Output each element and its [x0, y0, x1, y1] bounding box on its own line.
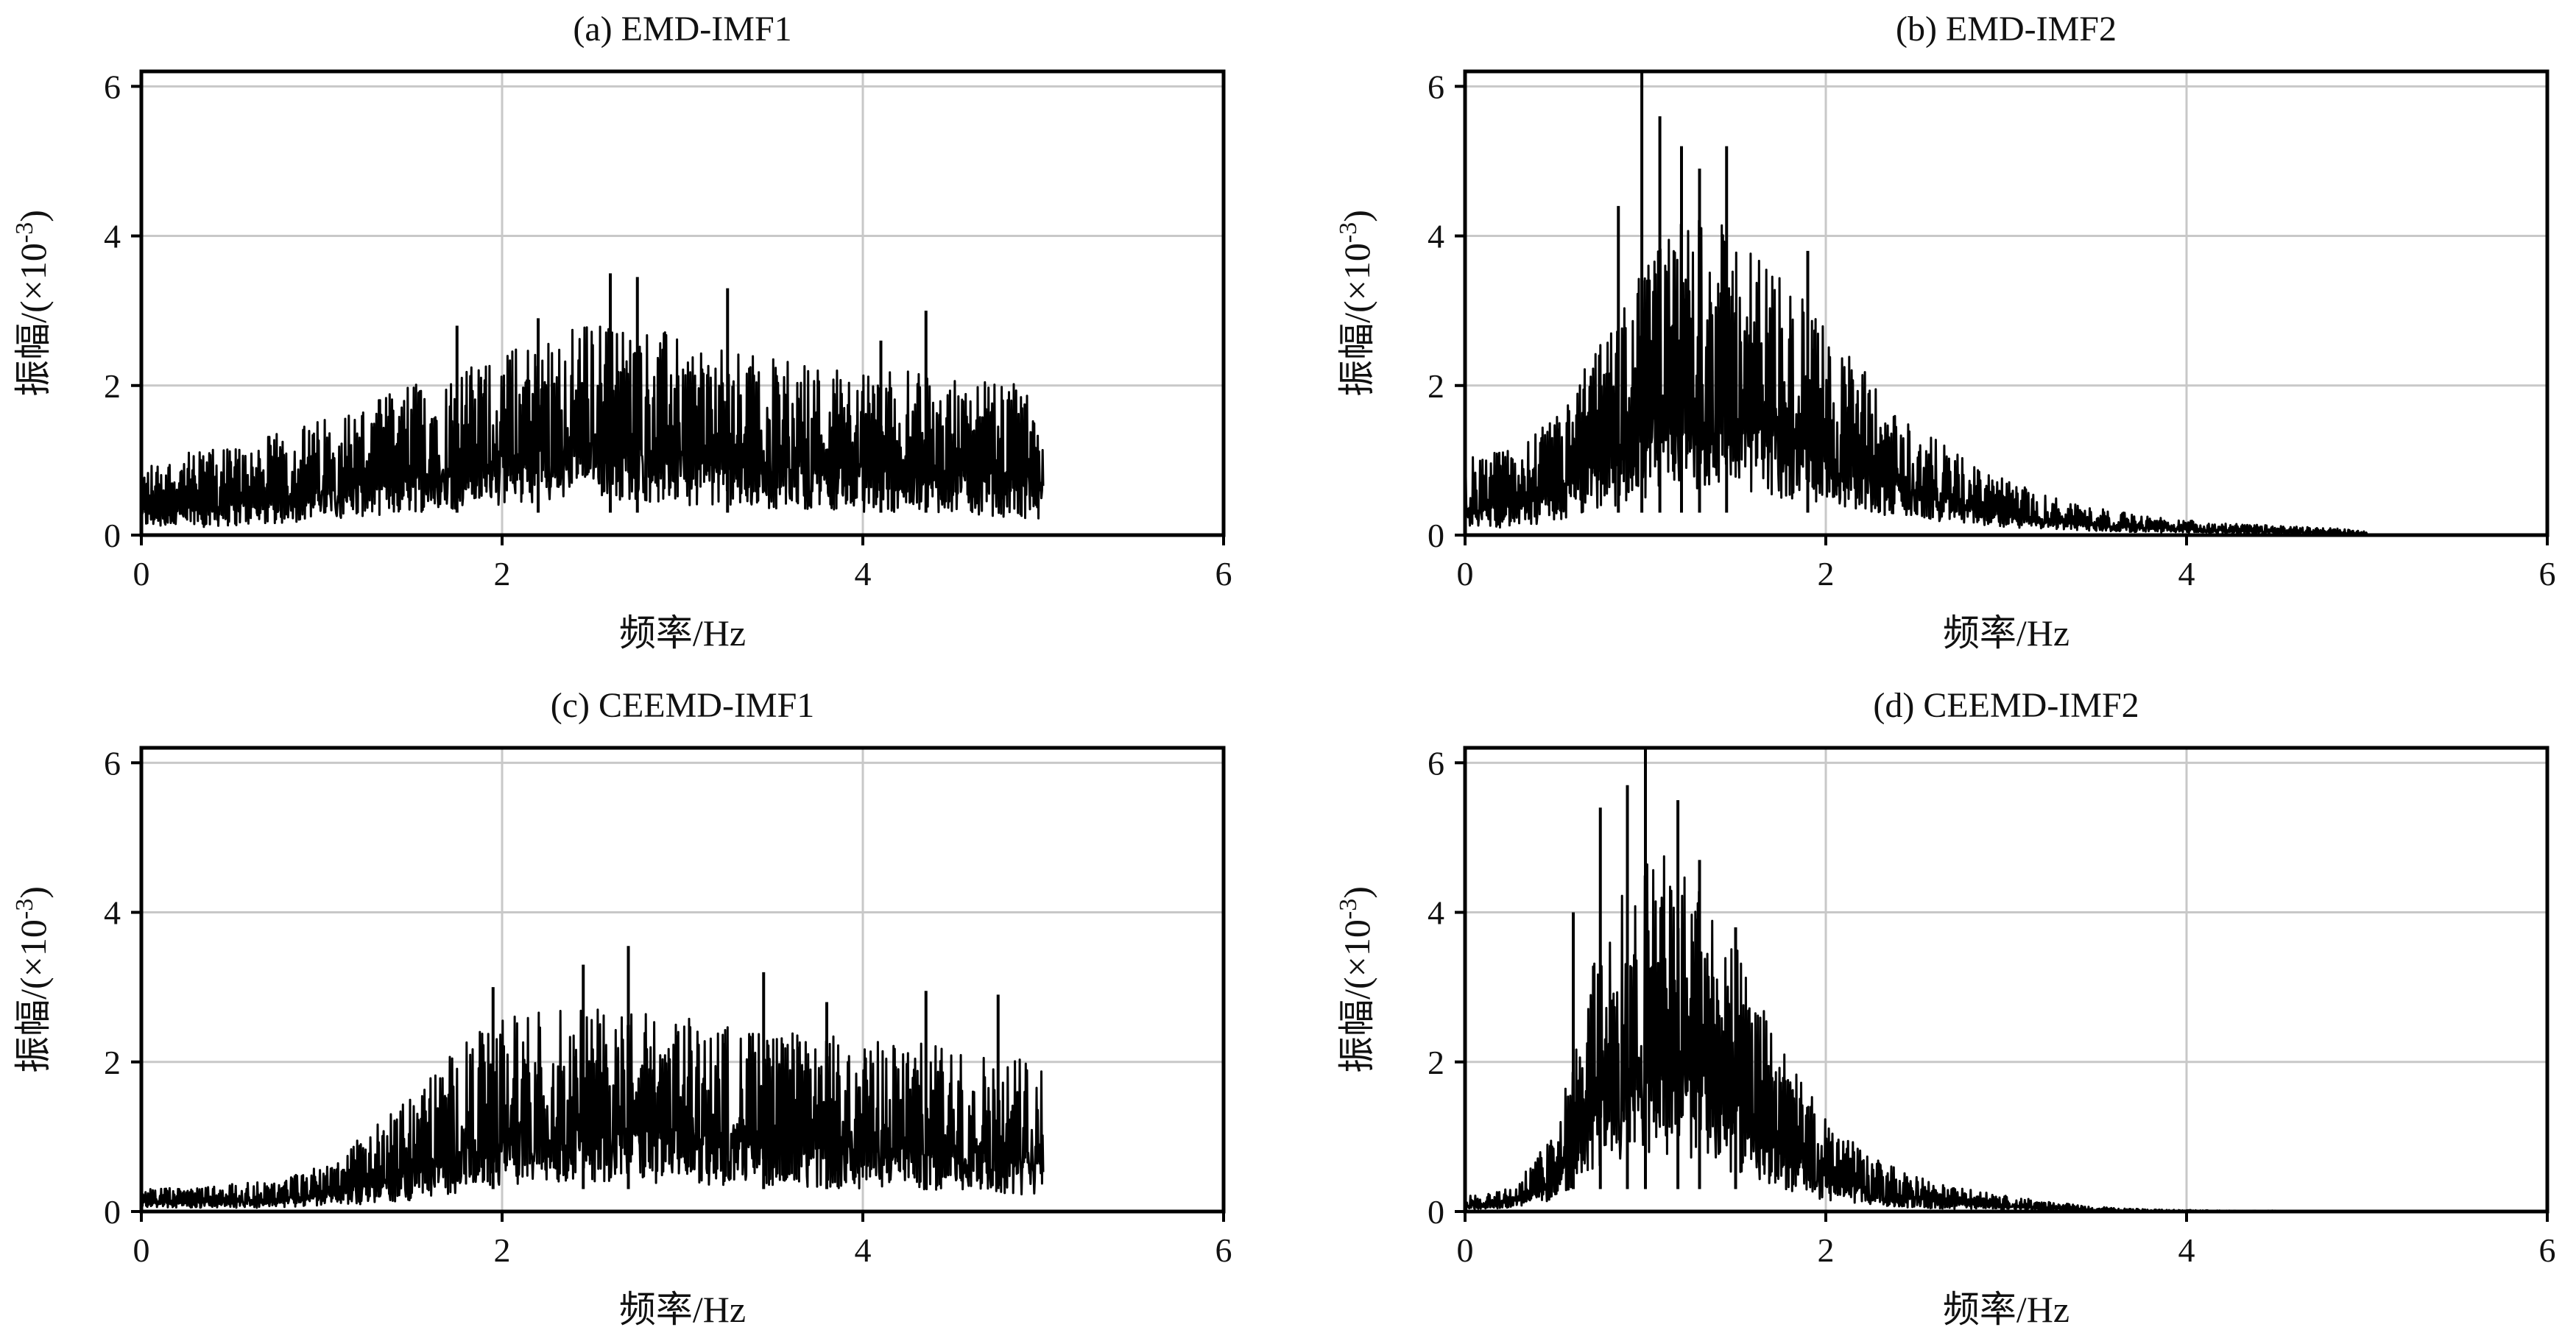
x-axis-label: 频率/Hz	[1943, 1289, 2069, 1330]
y-tick-label: 2	[104, 367, 121, 405]
x-tick-label: 0	[133, 555, 150, 593]
x-tick-label: 4	[2178, 555, 2195, 593]
chart-title: (c) CEEMD-IMF1	[551, 686, 815, 725]
plot-frame	[1463, 746, 2549, 1214]
x-axis-label: 频率/Hz	[1943, 612, 2069, 654]
y-tick-label: 2	[104, 1044, 121, 1081]
panel-d: 0 2 4 6 0 2 4 6 (d) CEEMD-IMF2 频率/Hz 振幅/(×10-3)	[1335, 686, 2556, 1330]
y-axis-label-close: )	[13, 886, 54, 899]
series-line	[140, 1008, 1045, 1209]
y-tick-label: 4	[104, 218, 121, 255]
y-axis-label-main: 振幅/(×10	[13, 243, 54, 397]
y-tick-label: 4	[1428, 218, 1444, 255]
plot-frame	[139, 746, 1226, 1214]
x-axis-label: 频率/Hz	[619, 1289, 746, 1330]
y-axis-label-main: 振幅/(×10	[1336, 243, 1377, 397]
chart-title: (b) EMD-IMF2	[1896, 10, 2117, 49]
x-tick-label: 2	[1818, 555, 1835, 593]
y-axis-label-exponent: -3	[11, 899, 38, 919]
y-tick-label: 0	[1428, 1193, 1444, 1231]
panel-b: 0 2 4 6 0 2 4 6 (b) EMD-IMF2 频率/Hz 振幅/(×10-3)	[1335, 10, 2556, 654]
x-tick-label: 0	[1457, 1231, 1474, 1269]
y-tick-label: 2	[1428, 1044, 1444, 1081]
y-axis-label-exponent: -3	[1335, 222, 1362, 243]
x-tick-label: 4	[2178, 1231, 2195, 1269]
x-tick-label: 4	[855, 1231, 872, 1269]
y-axis-label: 振幅/(×10-3)	[1335, 210, 1377, 397]
chart-title: (a) EMD-IMF1	[573, 10, 791, 49]
y-axis-label: 振幅/(×10-3)	[11, 886, 54, 1073]
y-tick-label: 6	[104, 68, 121, 105]
x-tick-label: 0	[133, 1231, 150, 1269]
y-axis-label-main: 振幅/(×10	[13, 919, 54, 1073]
x-axis-label: 频率/Hz	[619, 612, 746, 654]
chart-title: (d) CEEMD-IMF2	[1873, 686, 2139, 725]
plot-frame	[139, 69, 1226, 537]
y-axis-label-close: )	[1336, 210, 1377, 222]
y-tick-label: 6	[1428, 68, 1444, 105]
y-axis-label-main: 振幅/(×10	[1336, 919, 1377, 1073]
y-tick-label: 0	[1428, 517, 1444, 554]
plot-frame	[1463, 69, 2549, 537]
x-tick-label: 6	[2539, 555, 2556, 593]
x-tick-label: 4	[855, 555, 872, 593]
y-axis-label-exponent: -3	[11, 222, 38, 243]
y-tick-label: 6	[1428, 744, 1444, 782]
y-tick-label: 0	[104, 517, 121, 554]
y-axis-label-close: )	[13, 210, 54, 222]
x-tick-label: 6	[2539, 1231, 2556, 1269]
y-tick-label: 6	[104, 744, 121, 782]
series-line	[1464, 219, 2368, 537]
panel-a: 0 2 4 6 0 2 4 6 (a) EMD-IMF1 频率/Hz 振幅/(×10-3)	[11, 10, 1232, 654]
series-line	[140, 325, 1045, 528]
y-axis-label-exponent: -3	[1335, 899, 1362, 919]
x-tick-label: 2	[494, 555, 511, 593]
y-tick-label: 4	[1428, 894, 1444, 932]
y-axis-label: 振幅/(×10-3)	[1335, 886, 1377, 1073]
x-tick-label: 2	[494, 1231, 511, 1269]
y-tick-label: 2	[1428, 367, 1444, 405]
y-tick-label: 4	[104, 894, 121, 932]
panel-c: 0 2 4 6 0 2 4 6 (c) CEEMD-IMF1 频率/Hz 振幅/(×10-3)	[11, 686, 1232, 1330]
x-tick-label: 2	[1818, 1231, 1835, 1269]
y-axis-label-close: )	[1336, 886, 1377, 899]
x-tick-label: 0	[1457, 555, 1474, 593]
x-tick-label: 6	[1215, 555, 1232, 593]
y-axis-label: 振幅/(×10-3)	[11, 210, 54, 397]
y-tick-label: 0	[104, 1193, 121, 1231]
x-tick-label: 6	[1215, 1231, 1232, 1269]
